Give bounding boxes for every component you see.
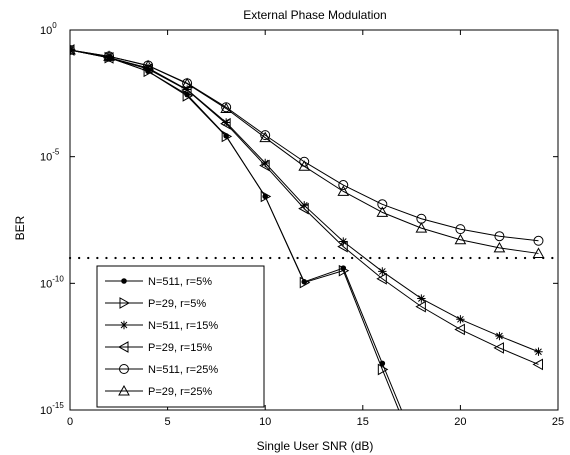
y-axis-label: BER	[13, 215, 27, 240]
marker-triangle-right	[260, 190, 272, 203]
marker-triangle-right	[119, 297, 131, 309]
marker-triangle-up	[181, 77, 193, 89]
x-tick-label: 10	[259, 416, 271, 428]
legend: N=511, r=5% P=29, r=5% N=511, r=15% P=29, r…	[96, 265, 265, 408]
marker-triangle-left	[259, 159, 270, 172]
marker-circle	[377, 199, 388, 210]
marker-triangle-up	[298, 160, 311, 171]
marker-star	[221, 118, 231, 127]
y-tick-label: 100	[40, 21, 57, 37]
marker-triangle-right	[338, 264, 350, 277]
series-triangle-up	[70, 43, 545, 258]
legend-entry: N=511, r=15%	[105, 320, 218, 332]
legend-label: P=29, r=25%	[148, 386, 212, 398]
marker-triangle-left	[337, 240, 348, 253]
legend-label: N=511, r=5%	[148, 276, 212, 288]
chart-title: External Phase Modulation	[243, 8, 386, 22]
marker-triangle-up	[493, 241, 506, 253]
marker-triangle-up	[376, 206, 389, 217]
marker-triangle-up	[532, 247, 545, 258]
series-line	[70, 49, 539, 254]
marker-circle	[494, 231, 505, 242]
marker-star	[378, 267, 387, 276]
y-tick-label: 10-15	[40, 401, 64, 417]
x-tick-label: 20	[454, 416, 466, 428]
marker-star	[143, 63, 153, 73]
marker-star	[495, 331, 504, 341]
y-tick-base: 10	[40, 25, 52, 37]
legend-box	[96, 265, 265, 408]
x-tick-label: 0	[67, 416, 73, 428]
y-tick-exponent: -5	[52, 148, 60, 157]
marker-circle	[533, 235, 544, 246]
y-tick-base: 10	[40, 278, 52, 290]
marker-triangle-left	[298, 202, 309, 215]
legend-label: N=511, r=25%	[148, 364, 218, 376]
marker-triangle-right	[377, 363, 389, 376]
marker-triangle-up	[220, 102, 233, 114]
x-tick-label: 25	[552, 416, 564, 428]
marker-star	[119, 320, 129, 330]
marker-star	[534, 347, 543, 356]
marker-triangle-up	[103, 50, 115, 61]
marker-triangle-up	[415, 222, 428, 233]
marker-star	[417, 294, 426, 303]
marker-dot	[121, 278, 127, 284]
marker-triangle-up	[142, 59, 154, 71]
legend-entry: N=511, r=25%	[105, 364, 218, 376]
marker-circle	[70, 45, 75, 56]
y-tick-label: 10-10	[40, 274, 64, 290]
legend-entry: P=29, r=25%	[105, 384, 212, 398]
series-line	[70, 49, 400, 410]
marker-triangle-left	[415, 300, 426, 313]
marker-triangle-left	[142, 63, 153, 75]
data-series	[68, 43, 560, 410]
y-tick-exponent: -15	[52, 401, 64, 410]
x-axis-label: Single User SNR (dB)	[257, 439, 374, 453]
marker-triangle-right	[299, 276, 311, 289]
marker-triangle-up	[337, 185, 350, 196]
marker-circle	[119, 364, 129, 374]
marker-triangle-up	[454, 233, 467, 245]
marker-triangle-left	[532, 358, 543, 371]
marker-circle	[455, 224, 466, 235]
series-line	[70, 49, 539, 365]
legend-entry: P=29, r=15%	[105, 341, 212, 354]
marker-triangle-up	[259, 131, 272, 143]
y-tick-exponent: 0	[52, 21, 57, 30]
x-tick-label: 15	[357, 416, 369, 428]
y-tick-exponent: -10	[52, 274, 64, 283]
legend-label: P=29, r=15%	[148, 342, 212, 354]
marker-triangle-left	[493, 342, 504, 354]
marker-triangle-left	[117, 341, 129, 353]
marker-triangle-left	[376, 272, 387, 285]
legend-label: N=511, r=15%	[148, 320, 218, 332]
marker-triangle-up	[70, 43, 76, 55]
marker-circle	[338, 180, 349, 191]
marker-triangle-right	[221, 130, 233, 143]
marker-star	[339, 237, 348, 246]
x-tick-label: 5	[165, 416, 171, 428]
marker-triangle-up	[118, 384, 130, 396]
y-tick-base: 10	[40, 152, 52, 164]
marker-star	[456, 315, 465, 324]
marker-triangle-left	[220, 117, 231, 130]
y-tick-base: 10	[40, 405, 52, 417]
marker-triangle-left	[454, 323, 465, 336]
marker-circle	[260, 130, 271, 141]
legend-entry: P=29, r=5%	[105, 297, 206, 310]
legend-label: P=29, r=5%	[148, 298, 206, 310]
legend-entry: N=511, r=5%	[105, 276, 212, 288]
y-tick-label: 10-5	[40, 148, 60, 164]
